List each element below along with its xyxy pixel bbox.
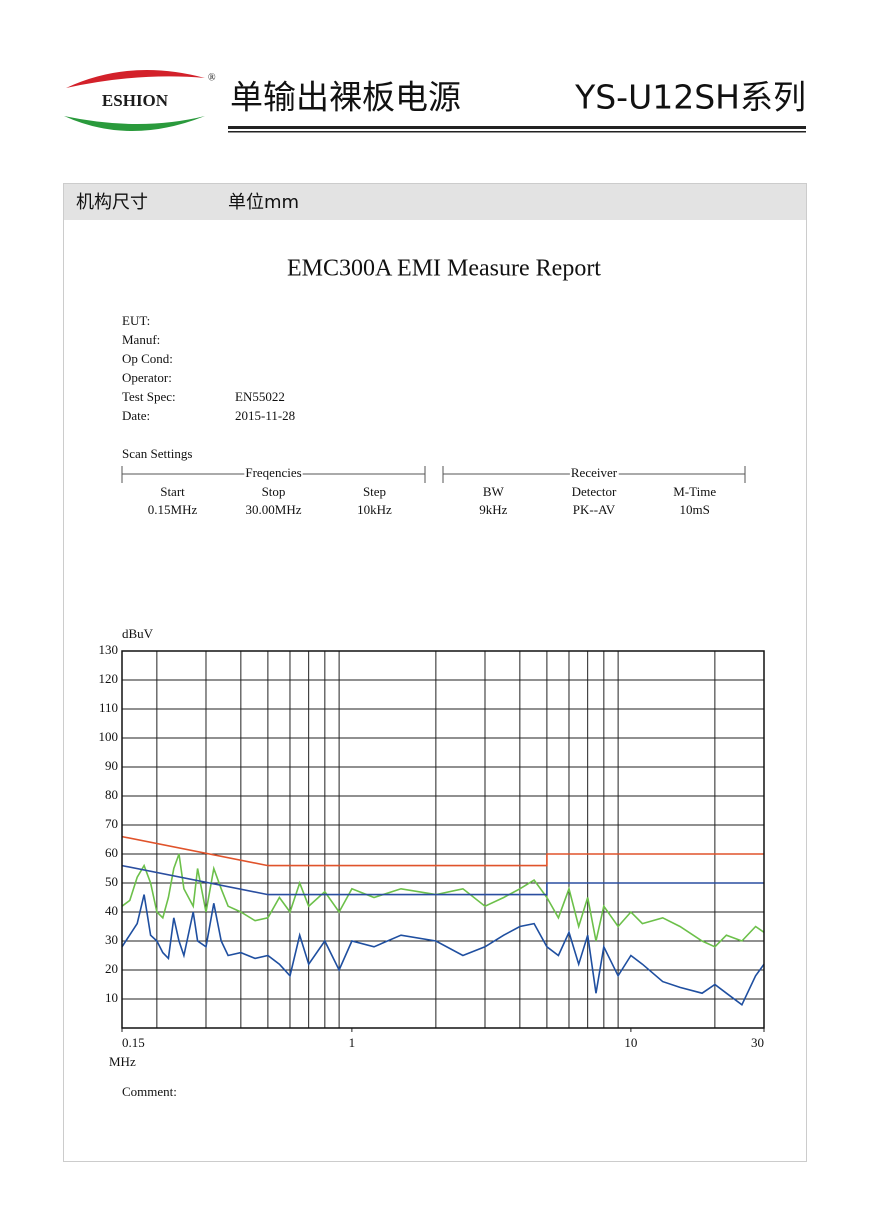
y-tick-label: 100 <box>99 729 119 744</box>
series-line <box>121 835 764 867</box>
section-unit: 单位mm <box>228 192 299 213</box>
plot-area <box>122 651 764 1028</box>
field-label: Test Spec: <box>122 389 176 404</box>
header-rule <box>228 126 806 129</box>
field-label: Operator: <box>122 370 172 385</box>
y-tick-label: 50 <box>105 874 118 889</box>
logo-mark: ® <box>208 72 216 83</box>
x-tick-label: 1 <box>349 1035 356 1050</box>
series-line <box>121 853 765 948</box>
report-title: EMC300A EMI Measure Report <box>287 256 601 282</box>
field-label: Op Cond: <box>122 351 173 366</box>
logo-swoosh-bottom <box>64 116 205 131</box>
y-tick-label: 60 <box>105 845 118 860</box>
bracket-gap <box>244 464 303 480</box>
column-head: BW <box>483 484 505 499</box>
logo-text: ESHION <box>102 91 169 110</box>
header-title: 单输出裸板电源 <box>230 78 461 117</box>
bracket-gap <box>569 464 619 480</box>
y-tick-label: 120 <box>99 671 119 686</box>
group-name: Receiver <box>571 465 618 480</box>
y-tick-label: 80 <box>105 787 118 802</box>
field-value: 2015-11-28 <box>235 408 295 423</box>
column-head: Detector <box>572 484 617 499</box>
column-head: Stop <box>262 484 286 499</box>
scan-title: Scan Settings <box>122 446 192 461</box>
column-value: 10mS <box>679 502 709 517</box>
column-value: 30.00MHz <box>246 502 302 517</box>
section-label: 机构尺寸 <box>76 192 148 213</box>
y-tick-label: 10 <box>105 990 118 1005</box>
field-label: Date: <box>122 408 150 423</box>
plot-frame <box>121 650 765 1029</box>
logo-swoosh-top <box>66 70 205 88</box>
section-bar <box>64 184 806 220</box>
column-head: M-Time <box>673 484 716 499</box>
column-value: 0.15MHz <box>148 502 198 517</box>
y-tick-label: 70 <box>105 816 118 831</box>
field-value: EN55022 <box>235 389 285 404</box>
y-tick-label: 130 <box>99 642 119 657</box>
group-name: Freqencies <box>245 465 301 480</box>
content-frame <box>63 183 807 1162</box>
field-label: EUT: <box>122 313 150 328</box>
x-axis-label: MHz <box>109 1054 136 1069</box>
x-tick-label: 30 <box>751 1035 764 1050</box>
column-head: Start <box>160 484 185 499</box>
x-tick-label: 10 <box>624 1035 637 1050</box>
y-tick-label: 110 <box>99 700 118 715</box>
header-rule <box>228 131 806 133</box>
column-value: 9kHz <box>479 502 507 517</box>
series-line <box>121 864 764 896</box>
y-tick-label: 90 <box>105 758 118 773</box>
column-head: Step <box>363 484 386 499</box>
comment: Comment: <box>122 1084 177 1099</box>
y-axis-label: dBuV <box>122 626 154 641</box>
y-tick-label: 20 <box>105 961 118 976</box>
field-label: Manuf: <box>122 332 160 347</box>
series-line <box>121 894 765 1007</box>
y-tick-label: 40 <box>105 903 118 918</box>
column-value: 10kHz <box>357 502 392 517</box>
header-series: YS-U12SH系列 <box>574 78 806 117</box>
x-tick-label: 0.15 <box>122 1035 145 1050</box>
column-value: PK--AV <box>573 502 616 517</box>
y-tick-label: 30 <box>105 932 118 947</box>
